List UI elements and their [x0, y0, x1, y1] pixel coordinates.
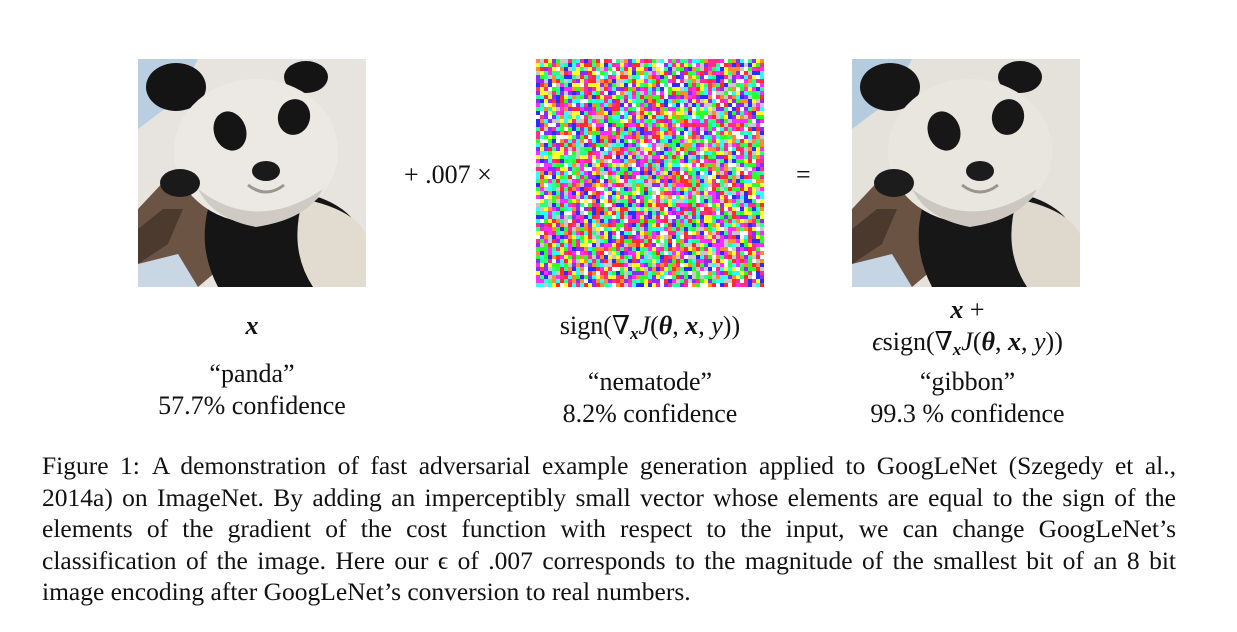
panda-original-image: [138, 59, 366, 287]
figure-number: Figure 1:: [42, 451, 140, 480]
confidence-label: 99.3 % confidence: [870, 399, 1065, 428]
confidence-label: 8.2% confidence: [562, 399, 738, 428]
math-label-sign-gradient: sign(∇xJ(θ, x, y)): [559, 311, 741, 343]
perturbation-noise-image: [536, 59, 764, 287]
panel-left-labels: x “panda” 57.7% confidence: [130, 310, 374, 422]
equals-operator: =: [796, 160, 811, 189]
class-label: “nematode”: [587, 367, 713, 396]
multiply-operator: + .007 ×: [404, 160, 492, 189]
figure-caption: Figure 1: A demonstration of fast adversa…: [42, 450, 1176, 608]
class-label: “gibbon”: [919, 367, 1016, 396]
panel-right-labels: x + ϵsign(∇xJ(θ, x, y)) “gibbon” 99.3 % …: [830, 294, 1105, 430]
class-label: “panda”: [209, 359, 295, 388]
math-label-x-plus: x +: [950, 295, 985, 324]
noise-pattern: [536, 59, 764, 287]
panda-illustration: [138, 59, 366, 287]
panda-adversarial-image: [852, 59, 1080, 287]
confidence-label: 57.7% confidence: [158, 391, 346, 420]
panel-middle-labels: sign(∇xJ(θ, x, y)) “nematode” 8.2% confi…: [520, 310, 780, 430]
math-label-eps-sign-gradient: ϵsign(∇xJ(θ, x, y)): [872, 327, 1063, 359]
caption-text: A demonstration of fast adversarial exam…: [42, 451, 1176, 606]
math-label-x: x: [245, 311, 259, 340]
panda-illustration: [852, 59, 1080, 287]
figure: + .007 × = x “p: [130, 59, 1105, 430]
